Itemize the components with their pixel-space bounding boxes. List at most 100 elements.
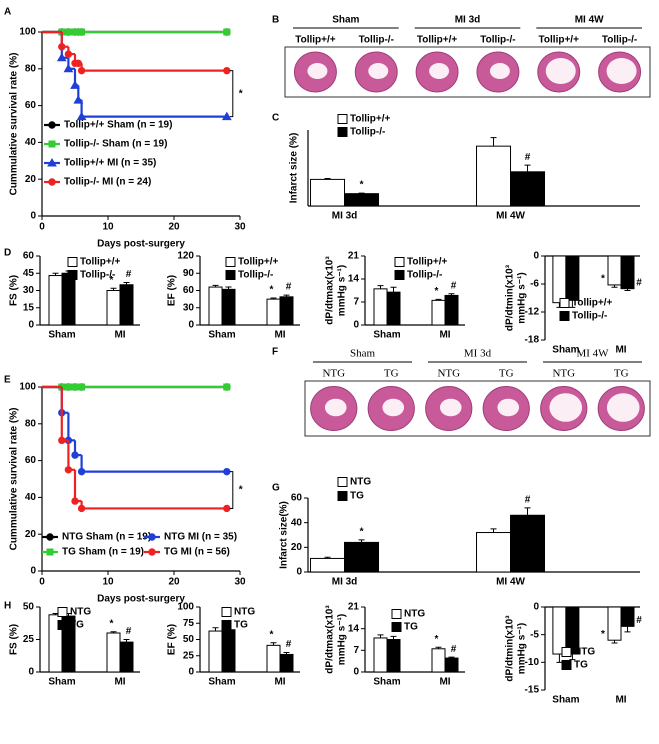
x-tick-label: Sham xyxy=(552,695,579,706)
legend-swatch xyxy=(394,257,405,267)
legend-label: Tollip-/- xyxy=(238,270,273,281)
column-label: NTG xyxy=(322,368,345,380)
image-frame xyxy=(304,380,651,437)
bar xyxy=(344,541,380,573)
error-bar xyxy=(448,656,455,659)
x-tick-label: 10 xyxy=(102,222,114,233)
bar xyxy=(620,255,635,290)
x-tick-label: MI xyxy=(114,677,125,688)
legend-swatch xyxy=(57,607,68,617)
bar xyxy=(476,532,512,573)
heart-lumen xyxy=(489,63,510,79)
y-axis-label: EF (%) xyxy=(167,624,178,655)
image-frame xyxy=(284,46,651,98)
legend-label: TG xyxy=(234,620,248,631)
y-tick-label: 14 xyxy=(348,623,360,634)
y-tick-label: 120 xyxy=(177,251,194,262)
y-tick-label: 100 xyxy=(177,602,194,613)
legend-label: NTG xyxy=(404,609,425,620)
marker xyxy=(77,504,86,513)
significance-mark: # xyxy=(451,644,457,655)
bar xyxy=(48,275,63,326)
error-bar xyxy=(110,287,117,291)
x-tick-label: MI xyxy=(274,330,285,341)
y-tick-label: -15 xyxy=(525,685,540,696)
error-bar xyxy=(569,300,576,308)
y-axis-label: Cummulative survival rate (%) xyxy=(9,53,20,196)
column-label: Tollip+/+ xyxy=(417,35,458,46)
y-tick-label: 100 xyxy=(19,27,36,38)
legend-swatch xyxy=(337,477,348,487)
bar xyxy=(431,299,446,326)
error-bar xyxy=(377,634,384,638)
significance-mark: * xyxy=(601,629,605,640)
error-bar xyxy=(123,639,130,643)
x-tick-label: 30 xyxy=(234,577,246,588)
marker xyxy=(71,451,79,459)
legend-swatch xyxy=(225,270,236,280)
legend-swatch xyxy=(67,270,78,280)
y-tick-label: 40 xyxy=(25,137,37,148)
x-tick-label: Sham xyxy=(208,677,235,688)
error-bar xyxy=(556,654,563,663)
y-tick-label: 0 xyxy=(296,567,302,578)
significance-mark: * xyxy=(270,629,274,640)
y-tick-label: 7 xyxy=(353,297,359,308)
x-tick-label: Sham xyxy=(552,345,579,356)
y-tick-label: 0 xyxy=(533,602,539,613)
legend-label: TG MI (n = 56) xyxy=(164,547,230,558)
significance-mark: # xyxy=(451,280,457,291)
legend-swatch xyxy=(559,298,570,308)
legend-swatch xyxy=(337,114,348,124)
panel-label: A xyxy=(4,7,11,18)
y-tick-label: 60 xyxy=(25,100,37,111)
bar xyxy=(61,272,76,326)
heart-lumen xyxy=(497,398,520,417)
y-tick-label: 45 xyxy=(23,268,35,279)
legend-label: Tollip-/- xyxy=(350,127,385,138)
legend-label: Tollip+/+ Sham (n = 19) xyxy=(64,120,172,131)
legend-marker xyxy=(48,121,56,129)
significance-mark: * xyxy=(360,180,364,191)
x-tick-label: 0 xyxy=(39,222,45,233)
y-tick-label: 0 xyxy=(353,667,359,678)
legend-swatch xyxy=(67,257,78,267)
x-tick-label: MI 3d xyxy=(332,577,358,588)
column-label: TG xyxy=(384,368,399,380)
y-tick-label: 30 xyxy=(183,302,195,313)
legend-label: TG xyxy=(574,660,588,671)
significance-mark: # xyxy=(525,495,531,506)
error-bar xyxy=(212,627,219,632)
legend-label: Tollip+/+ xyxy=(572,298,613,309)
panel-label: D xyxy=(4,248,11,259)
legend-swatch xyxy=(561,647,572,657)
error-bar xyxy=(524,507,531,516)
bar xyxy=(119,284,134,326)
y-tick-label: 40 xyxy=(291,517,303,528)
legend-label: NTG xyxy=(574,647,595,658)
y-tick-label: 0 xyxy=(188,320,194,331)
legend-label: NTG xyxy=(70,607,91,618)
y-axis-label: dP/dtmax(x10³ xyxy=(325,605,336,674)
significance-mark: * xyxy=(435,634,439,645)
x-tick-label: MI 4W xyxy=(496,211,525,222)
panel-label: C xyxy=(272,113,279,124)
error-bar xyxy=(569,654,576,661)
y-axis-label: EF (%) xyxy=(167,275,178,306)
legend-marker xyxy=(148,533,156,541)
legend-label: Tollip-/- xyxy=(572,311,607,322)
legend-swatch xyxy=(391,622,402,632)
significance-mark: # xyxy=(126,269,132,280)
error-bar xyxy=(283,652,290,655)
marker xyxy=(71,383,79,391)
group-label: MI 3d xyxy=(464,348,492,360)
error-bar xyxy=(624,288,631,292)
significance-mark: * xyxy=(239,485,243,496)
bar xyxy=(310,557,346,573)
y-tick-label: 60 xyxy=(291,493,303,504)
significance-mark: # xyxy=(525,152,531,163)
x-tick-label: 10 xyxy=(102,577,114,588)
y-axis-label: mmHg s⁻¹) xyxy=(517,623,528,674)
y-tick-label: 80 xyxy=(25,418,37,429)
x-tick-label: 30 xyxy=(234,222,246,233)
